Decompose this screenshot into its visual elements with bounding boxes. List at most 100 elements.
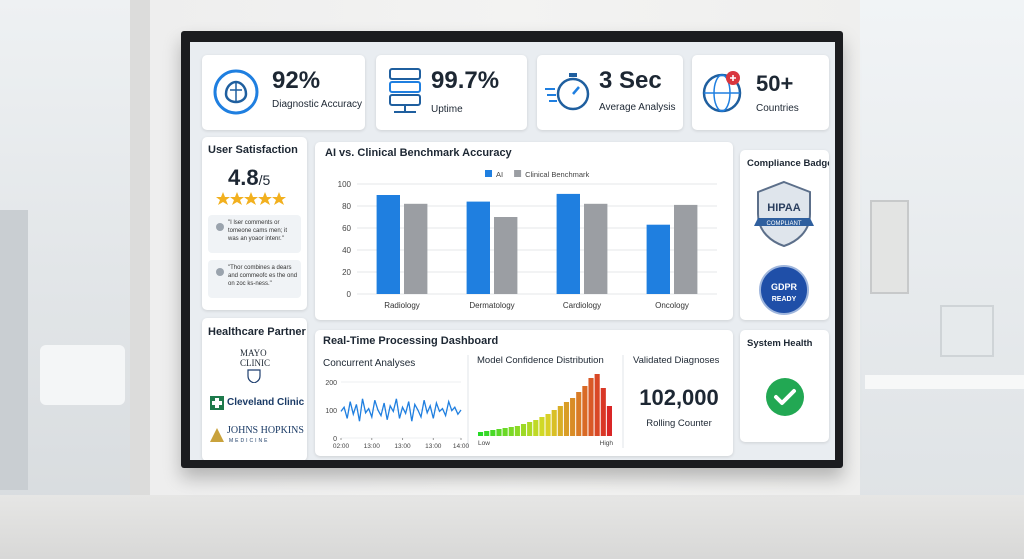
y-tick-label: 0 <box>333 436 337 443</box>
kpi-card: 50+ Countries <box>692 55 829 130</box>
avatar <box>216 223 224 231</box>
rating: 4.8/5 <box>228 165 270 191</box>
logo-text: CLINIC <box>240 358 270 368</box>
comment: "I lser comments or tomeone cams men; it… <box>228 220 288 242</box>
histogram-bar <box>520 424 527 436</box>
chart-title: AI vs. Clinical Benchmark Accuracy <box>325 147 513 159</box>
x-tick-label: Cardiology <box>563 301 601 310</box>
y-tick-label: 0 <box>347 290 352 299</box>
kpi-label: Uptime <box>431 104 463 115</box>
rating-value: 4.8 <box>228 165 259 190</box>
card-title: Compliance Badges <box>747 158 829 169</box>
kpi-label: Diagnostic Accuracy <box>272 99 363 110</box>
validated-value: 102,000 <box>639 385 719 410</box>
histogram-bar <box>588 378 594 436</box>
bar <box>494 217 518 294</box>
legend-label: AI <box>496 170 503 179</box>
bar-chart: AI vs. Clinical Benchmark Accuracy 0 20 40… <box>325 147 717 310</box>
logo-text: JOHNS HOPKINS <box>227 425 304 436</box>
kpi-card: 92% Diagnostic Accuracy <box>202 55 365 130</box>
histogram-bar <box>570 398 576 436</box>
x-tick-label: 02:00 <box>333 443 350 450</box>
kpi-card: 3 Sec Average Analysis <box>537 55 683 130</box>
comment-box: "I lser comments or tomeone cams men; it… <box>208 215 301 253</box>
histogram-bar <box>478 432 484 436</box>
comment: "Thor combines a dears and commeofc es t… <box>228 265 298 287</box>
x-tick-label: Radiology <box>384 301 420 310</box>
comment-box: "Thor combines a dears and commeofc es t… <box>208 260 301 298</box>
kpi-label: Average Analysis <box>599 102 676 113</box>
x-tick-label: Dermatology <box>469 301 514 310</box>
stopwatch-icon <box>545 73 590 111</box>
monitor: 92% Diagnostic Accuracy 99.7% Uptime 3 S… <box>181 31 843 468</box>
histogram-bar <box>508 427 514 436</box>
badge-text: READY <box>772 296 797 303</box>
avatar <box>216 268 224 276</box>
axis-label: Low <box>478 440 490 447</box>
validated-caption: Rolling Counter <box>646 418 711 429</box>
y-tick-label: 100 <box>338 180 352 189</box>
logo-text: MEDICINE <box>229 438 270 444</box>
computer <box>940 305 994 357</box>
histogram-bar <box>551 410 557 436</box>
legend-swatch <box>514 170 522 177</box>
mayo-shield <box>247 369 261 383</box>
histogram-bar <box>606 406 612 436</box>
partner-card: Healthcare Partner MAYO CLINIC Cleveland… <box>202 318 307 460</box>
kpi-value: 3 Sec <box>599 67 662 94</box>
wall-edge <box>130 0 150 559</box>
axis-label: High <box>600 440 614 447</box>
histogram-bar <box>576 392 582 436</box>
y-tick-label: 100 <box>325 408 337 415</box>
card-title: Healthcare Partner <box>208 326 306 338</box>
badges: HIPAA COMPLIANT GDPR READY <box>754 180 814 315</box>
histogram-bar <box>563 402 570 436</box>
poster <box>870 200 909 294</box>
health-card: System Health <box>740 330 829 442</box>
cleveland-logo <box>210 396 224 410</box>
line-series <box>340 398 462 422</box>
legend-swatch <box>485 170 492 177</box>
bar <box>466 201 490 294</box>
y-tick-label: 40 <box>342 246 351 255</box>
health-check-icon <box>766 378 804 416</box>
satisfaction-card: User Satisfaction 4.8/5 "I lser comments… <box>202 137 307 310</box>
x-tick-label: 13:00 <box>364 443 381 450</box>
kpi-value: 92% <box>272 67 321 94</box>
globe-icon <box>702 71 742 113</box>
card-title: User Satisfaction <box>208 144 298 156</box>
histogram-bar <box>594 374 600 436</box>
y-tick-label: 20 <box>342 268 351 277</box>
stars <box>216 192 286 205</box>
processing-panel: Real-Time Processing Dashboard Concurren… <box>323 335 720 450</box>
floor <box>0 495 1024 559</box>
hopkins-logo <box>210 428 224 442</box>
x-tick-label: 13:00 <box>394 443 411 450</box>
badge-text: COMPLIANT <box>766 221 801 227</box>
chart-title: Concurrent Analyses <box>323 358 415 369</box>
legend-label: Clinical Benchmark <box>525 170 589 179</box>
bar <box>584 203 608 294</box>
histogram-bar <box>484 431 490 436</box>
histogram-bar <box>496 429 502 436</box>
histogram-bar <box>539 417 545 436</box>
brain-icon <box>213 69 259 115</box>
kpi-card: 99.7% Uptime <box>376 55 527 130</box>
kpi-label: Countries <box>756 103 799 114</box>
bar <box>404 203 428 294</box>
card-title: Real-Time Processing Dashboard <box>323 335 498 347</box>
bar-chart-card: AI vs. Clinical Benchmark Accuracy 0 20 40… <box>315 142 733 320</box>
x-tick-label: Oncology <box>655 301 689 310</box>
card-title: System Health <box>747 338 813 349</box>
histogram-bar <box>533 420 539 436</box>
x-tick-label: 14:00 <box>453 443 470 450</box>
bar <box>646 224 670 294</box>
bar <box>556 193 580 294</box>
kpi-value: 99.7% <box>431 67 500 94</box>
histogram-bar <box>514 426 520 436</box>
badge-text: HIPAA <box>767 202 800 214</box>
histogram-bar <box>545 414 551 436</box>
histogram-bar <box>527 422 533 436</box>
histogram-bar <box>490 430 496 436</box>
